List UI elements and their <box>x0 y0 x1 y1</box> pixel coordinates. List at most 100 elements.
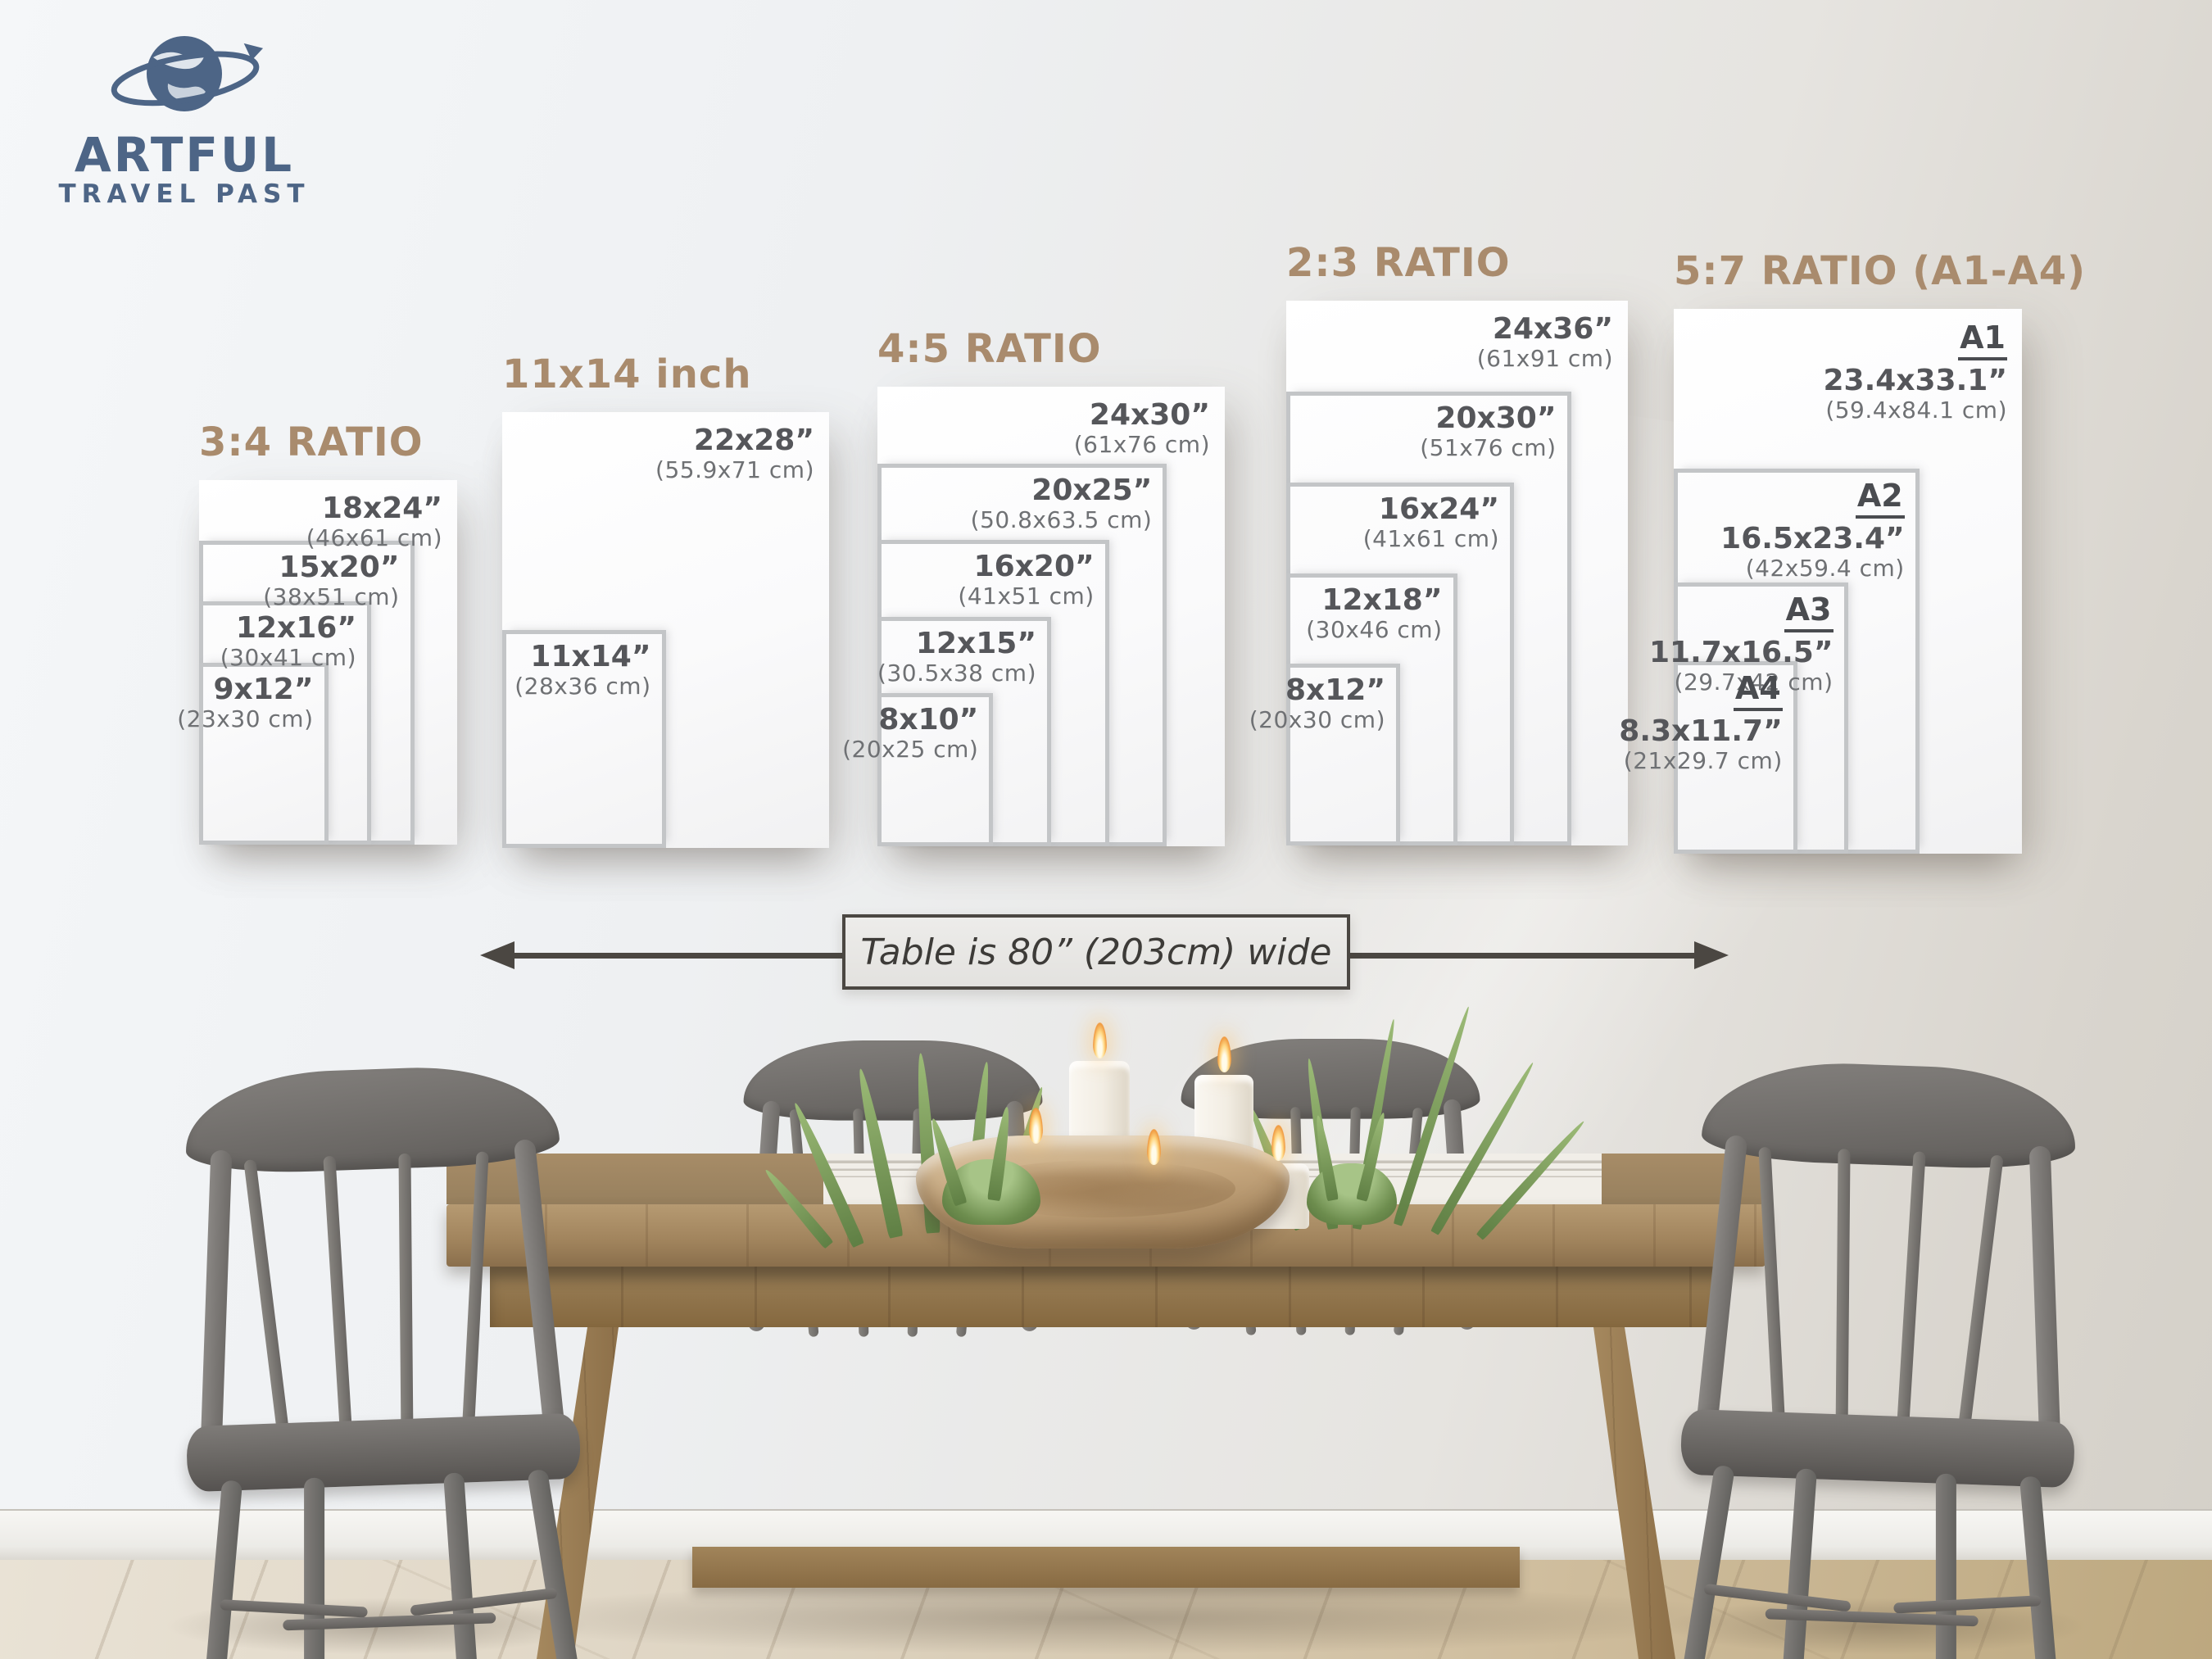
size-inches: 8x10” <box>878 703 979 737</box>
size-cm: (61x76 cm) <box>1073 431 1210 459</box>
size-panel-ratio-2-3: 2:3 RATIO 24x36” (61x91 cm) 20x30” (51x76 cm… <box>1249 243 1628 845</box>
size-inches: 24x30” <box>1089 398 1210 432</box>
chair-seat <box>1679 1408 2076 1489</box>
size-cm: (50.8x63.5 cm) <box>970 505 1153 533</box>
size-inches: 16x24” <box>1378 492 1499 526</box>
size-cm: (30x41 cm) <box>220 644 356 672</box>
size-inches: 11x14” <box>530 640 651 673</box>
panel-title: 5:7 RATIO (A1-A4) <box>1674 248 2087 294</box>
chair-seat <box>185 1412 582 1493</box>
size-label: A3 11.7x16.5” (29.7x42 cm) <box>1649 592 1834 696</box>
paper-series-label: A3 <box>1784 592 1834 632</box>
size-label: 22x28” (55.9x71 cm) <box>655 424 814 483</box>
dining-chair-front-right <box>1673 1058 2087 1659</box>
size-outline <box>199 662 329 845</box>
size-label: A1 23.4x33.1” (59.4x84.1 cm) <box>1823 320 2007 424</box>
size-cm: (61x91 cm) <box>1476 345 1613 373</box>
size-label: A4 8.3x11.7” (21x29.7 cm) <box>1619 670 1783 775</box>
size-cm: (42x59.4 cm) <box>1745 555 1905 582</box>
succulent-plant <box>1307 1163 1397 1225</box>
size-label: 24x36” (61x91 cm) <box>1477 312 1613 372</box>
size-panel-ratio-4-5: 4:5 RATIO 24x30” (61x76 cm) 20x25” (50.8x63.… <box>842 329 1225 846</box>
arrow-left-icon <box>480 941 514 969</box>
size-inches: 22x28” <box>693 424 814 457</box>
brand-logo: ARTFUL TRAVEL PAST <box>49 23 320 210</box>
chair-shadow <box>1663 1598 2089 1655</box>
size-cm: (30.5x38 cm) <box>877 659 1036 687</box>
size-panel-11x14-inch: 11x14 inch 22x28” (55.9x71 cm) 11x14” (28x36… <box>502 355 829 848</box>
size-label: 12x16” (30x41 cm) <box>220 611 356 671</box>
size-cm: (28x36 cm) <box>514 673 651 700</box>
size-outline <box>877 693 994 846</box>
size-label: 16x24” (41x61 cm) <box>1363 492 1499 552</box>
size-inches: 24x36” <box>1492 312 1613 346</box>
table-stretcher-beam <box>692 1547 1520 1588</box>
arrow-right-icon <box>1694 941 1729 969</box>
size-label: 18x24” (46x61 cm) <box>306 492 442 551</box>
size-inches: 20x25” <box>1031 473 1153 507</box>
paper-series-label: A2 <box>1855 478 1905 519</box>
size-label: 24x30” (61x76 cm) <box>1074 398 1210 458</box>
size-panel-ratio-5-7-a: 5:7 RATIO (A1-A4) A1 23.4x33.1” (59.4x84.1 … <box>1619 252 2085 854</box>
size-cm: (51x76 cm) <box>1420 433 1557 461</box>
candle-flame <box>1217 1036 1231 1072</box>
size-inches: 20x30” <box>1435 401 1557 435</box>
candle-flame <box>1147 1129 1161 1165</box>
size-label: 12x18” (30x46 cm) <box>1306 583 1442 643</box>
size-outline <box>1286 664 1400 845</box>
size-cm: (23x30 cm) <box>177 705 314 732</box>
paper-series-label: A1 <box>1958 320 2007 361</box>
size-inches: 9x12” <box>213 672 314 706</box>
candle-flame <box>1271 1125 1285 1161</box>
size-label: 8x12” (20x30 cm) <box>1249 673 1385 733</box>
panel-title: 4:5 RATIO <box>877 326 1102 372</box>
table-width-label: Table is 80” (203cm) wide <box>842 914 1350 990</box>
size-label: 9x12” (23x30 cm) <box>177 673 313 732</box>
size-label: 8x10” (20x25 cm) <box>842 703 978 763</box>
size-outline <box>502 630 666 848</box>
table-shadow <box>459 1581 1753 1655</box>
candle-flame <box>1093 1022 1107 1058</box>
size-cm: (20x30 cm) <box>1249 706 1385 734</box>
size-inches: 11.7x16.5” <box>1648 635 1834 669</box>
size-outline <box>1674 660 1797 854</box>
panel-title: 2:3 RATIO <box>1286 240 1511 286</box>
size-label: 16x20” (41x51 cm) <box>958 550 1094 610</box>
size-cm: (20x25 cm) <box>842 736 979 764</box>
chair-crest <box>183 1063 560 1176</box>
size-inches: 12x18” <box>1321 582 1443 617</box>
size-label: 11x14” (28x36 cm) <box>514 640 650 700</box>
size-inches: 12x16” <box>235 611 356 646</box>
size-cm: (59.4x84.1 cm) <box>1825 397 2007 424</box>
size-cm: (30x46 cm) <box>1306 615 1443 643</box>
globe-orbit-icon <box>111 36 264 111</box>
size-inches: 18x24” <box>321 492 442 525</box>
size-panel-ratio-3-4: 3:4 RATIO 18x24” (46x61 cm) 15x20” (38x51 cm… <box>177 423 457 845</box>
size-inches: 8x12” <box>1285 673 1385 708</box>
paper-series-label: A4 <box>1733 670 1783 712</box>
size-label: 15x20” (38x51 cm) <box>263 551 399 610</box>
panel-title: 11x14 inch <box>502 351 752 397</box>
size-inches: 23.4x33.1” <box>1823 364 2007 398</box>
size-cm: (38x51 cm) <box>263 583 400 611</box>
panel-title: 3:4 RATIO <box>199 419 424 465</box>
size-inches: 16x20” <box>973 550 1095 583</box>
chair-crest <box>743 1040 1043 1121</box>
size-cm: (21x29.7 cm) <box>1623 747 1783 775</box>
size-inches: 12x15” <box>915 626 1036 660</box>
size-inches: 15x20” <box>279 551 400 585</box>
brand-tagline: TRAVEL PAST <box>58 179 310 210</box>
size-inches: 16.5x23.4” <box>1720 522 1905 556</box>
size-cm: (55.9x71 cm) <box>655 456 814 484</box>
size-label: 20x25” (50.8x63.5 cm) <box>971 474 1153 533</box>
chair-crest <box>1701 1058 2078 1172</box>
table-apron <box>490 1267 1722 1327</box>
size-inches: 8.3x11.7” <box>1619 714 1783 749</box>
size-label: 12x15” (30.5x38 cm) <box>877 627 1036 687</box>
size-cm: (41x51 cm) <box>958 582 1095 610</box>
dining-chair-front-left <box>174 1063 588 1659</box>
size-label: A2 16.5x23.4” (42x59.4 cm) <box>1720 478 1905 582</box>
candle-flame <box>1029 1108 1043 1144</box>
dining-chair-back-left <box>736 1040 1050 1539</box>
